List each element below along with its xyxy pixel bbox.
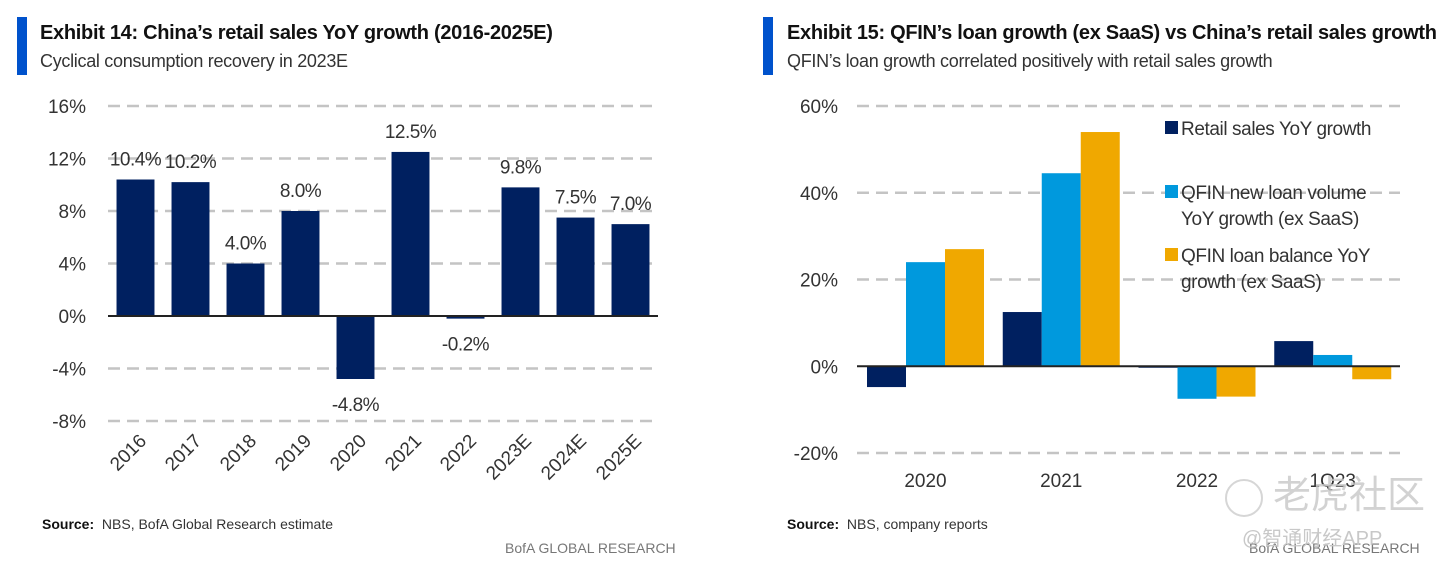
x-tick-label: 2019 [271,431,316,476]
bar-2017 [171,182,210,316]
bar-2020 [336,316,375,379]
y-tick-label: 0% [59,307,87,328]
data-label: 9.8% [500,157,542,178]
bar-2018 [226,263,265,316]
data-label: 10.4% [110,150,162,171]
bar-1Q23-series-2 [1313,354,1353,367]
bar-2022 [446,316,485,319]
data-label: 10.2% [165,152,217,173]
source-text: NBS, company reports [846,516,988,532]
y-tick-label: -20% [794,444,838,465]
y-tick-label: -4% [52,360,86,381]
bar-1Q23-series-3 [1352,366,1392,380]
exhibit-15-brand: BofA GLOBAL RESEARCH [1249,540,1420,556]
x-tick-label: 2016 [106,431,151,476]
bar-2022-series-2 [1177,366,1217,399]
bar-2023E [501,187,540,316]
exhibit-accent-bar [17,17,27,75]
y-tick-label: 12% [48,150,86,171]
exhibit-15-chart: 60% 40% 20% 0% -20% 2020 2021 2022 1Q23 Retail sa… [794,97,1400,492]
data-label: 8.0% [280,181,322,202]
exhibit-15-panel: Exhibit 15: QFIN’s loan growth (ex SaaS)… [760,0,1443,566]
legend-label: YoY growth (ex SaaS) [1181,209,1359,230]
bar-2021-series-1 [1002,312,1042,367]
legend-swatch-3 [1165,248,1178,261]
bar-2020-series-3 [945,249,984,367]
exhibit-14-source: Source: NBS, BofA Global Research estima… [42,516,333,532]
exhibit-accent-bar [763,17,773,75]
x-tick-label: 2024E [537,431,591,485]
bar-2019 [281,211,320,316]
y-tick-label: 4% [59,255,87,276]
bar-2022-series-3 [1216,366,1256,397]
bar-2021-series-3 [1080,132,1120,367]
bar-2016 [116,179,155,316]
x-tick-label: 2021 [381,431,426,476]
zhitong-watermark: @智通财经APP [1242,528,1383,550]
x-tick-label: 2020 [326,431,371,476]
legend-label: Retail sales YoY growth [1181,119,1371,140]
x-tick-label: 2020 [904,471,946,492]
y-tick-label: 60% [800,97,838,118]
x-tick-label: 2017 [161,431,206,476]
data-label: -4.8% [332,395,380,416]
x-tick-label: 1Q23 [1310,471,1356,492]
tiger-watermark-text: 老虎社区 [1273,475,1426,517]
x-tick-label: 2018 [216,431,261,476]
bar-1Q23-series-1 [1274,341,1314,367]
exhibit-14-brand: BofA GLOBAL RESEARCH [505,540,676,556]
y-tick-label: 16% [48,97,86,118]
exhibit-14-subtitle: Cyclical consumption recovery in 2023E [40,51,348,71]
data-label: 7.0% [610,194,652,215]
x-tick-label: 2022 [1176,471,1218,492]
y-tick-label: 40% [800,184,838,205]
source-label: Source: [787,516,840,532]
y-tick-label: 8% [59,202,87,223]
data-label: 12.5% [385,122,437,143]
data-label: 7.5% [555,188,597,209]
exhibit-15-source: Source: NBS, company reports [787,516,988,532]
bar-2021-series-2 [1041,173,1081,367]
x-tick-label: 2021 [1040,471,1082,492]
tiger-logo-icon [1225,478,1263,517]
legend-label: QFIN loan balance YoY [1181,246,1371,267]
y-tick-label: -8% [52,412,86,433]
legend-label: QFIN new loan volume [1181,183,1366,204]
x-tick-label: 2023E [482,431,536,485]
exhibit-14-title: Exhibit 14: China’s retail sales YoY gro… [40,22,553,44]
legend-swatch-2 [1165,185,1178,198]
exhibit-15-subtitle: QFIN’s loan growth correlated positively… [787,51,1273,71]
data-label: 4.0% [225,234,267,255]
bar-2024E [556,217,595,316]
source-text: NBS, BofA Global Research estimate [101,516,334,532]
bar-2020-series-2 [906,262,945,367]
data-label: -0.2% [442,335,490,356]
bar-2020-series-1 [867,366,906,388]
bar-2025E [611,224,650,316]
tiger-watermark: 老虎社区 [1225,464,1425,519]
y-tick-label: 20% [800,271,838,292]
legend-swatch-1 [1165,121,1178,134]
exhibit-14-chart: 16% 12% 8% 4% 0% -4% -8% 10.4% 2016 10.2% 2017 4.0%… [48,97,658,485]
legend-label: growth (ex SaaS) [1181,272,1321,293]
x-tick-label: 2025E [592,431,646,485]
x-tick-label: 2022 [436,431,481,476]
y-tick-label: 0% [811,357,839,378]
exhibit-14-panel: Exhibit 14: China’s retail sales YoY gro… [0,0,700,566]
bar-2021 [391,151,430,316]
exhibit-15-title: Exhibit 15: QFIN’s loan growth (ex SaaS)… [787,22,1437,44]
source-label: Source: [42,516,95,532]
